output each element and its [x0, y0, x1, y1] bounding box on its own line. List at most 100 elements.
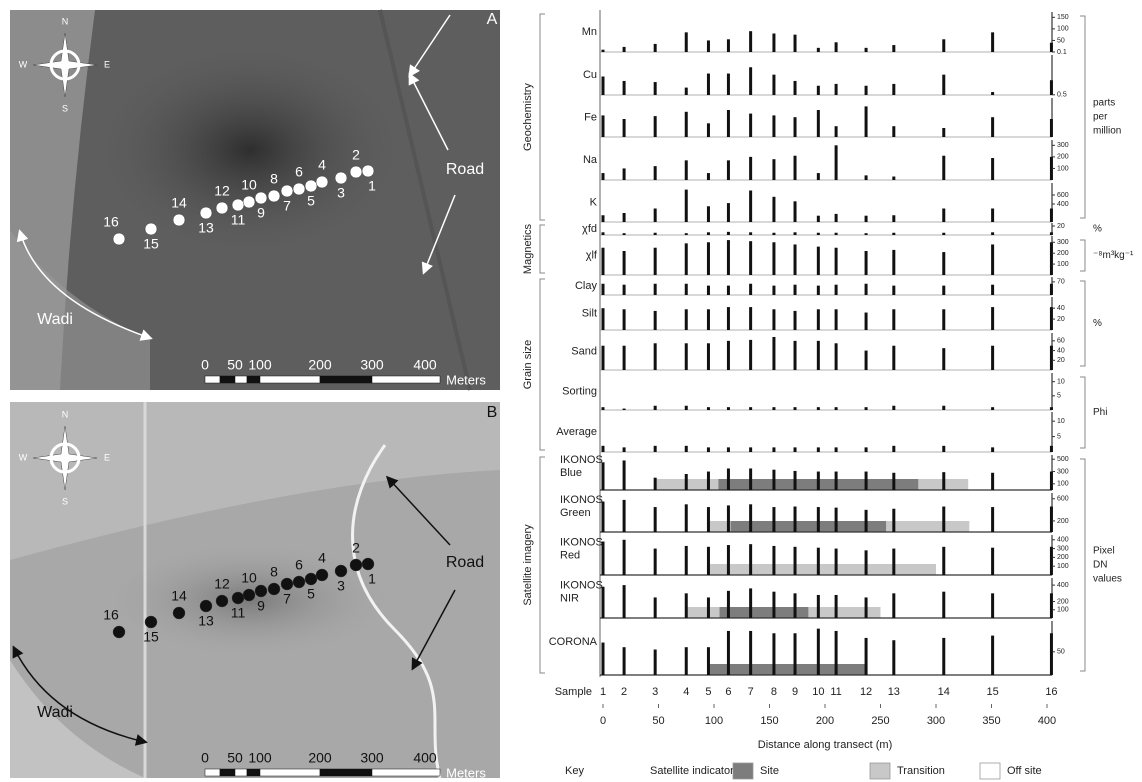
bar — [727, 447, 730, 452]
bar — [623, 460, 626, 490]
bar — [794, 285, 797, 295]
bar — [727, 341, 730, 370]
wadi-label: Wadi — [37, 311, 73, 328]
bar — [942, 592, 945, 618]
bar — [772, 34, 775, 53]
figure: ARoadWadiNSEW050100200300400Meters123456… — [0, 0, 1142, 782]
x-tick-label: 0 — [600, 715, 606, 727]
sample-label: 2 — [352, 540, 360, 556]
scale-segment — [320, 769, 372, 776]
bar — [707, 123, 710, 137]
compass-label: E — [104, 59, 110, 69]
bar — [991, 636, 994, 675]
bar — [942, 75, 945, 95]
unit-label: million — [1093, 126, 1121, 137]
compass-label: S — [62, 496, 68, 506]
bar — [685, 343, 688, 370]
scale-segment — [235, 769, 247, 776]
bar — [794, 201, 797, 222]
y-tick-label: 300 — [1057, 142, 1069, 149]
bar — [835, 145, 838, 180]
bar — [707, 647, 710, 675]
bar — [772, 115, 775, 137]
bar — [991, 407, 994, 410]
track-name: IKONOS — [560, 579, 603, 591]
sample-label: 16 — [103, 214, 119, 230]
bar — [865, 447, 868, 452]
x-tick-label: 200 — [816, 715, 834, 727]
bar — [623, 500, 626, 532]
sample-number: 5 — [705, 686, 711, 698]
sample-label: 9 — [257, 205, 265, 221]
track-name: Blue — [560, 467, 582, 479]
bar — [892, 593, 895, 618]
scale-label: 100 — [248, 357, 272, 373]
y-tick-label: 200 — [1057, 518, 1069, 525]
bar — [623, 309, 626, 330]
scale-segment — [220, 376, 235, 383]
bar — [794, 407, 797, 410]
x-tick-label: 100 — [705, 715, 723, 727]
track-name: Green — [560, 507, 591, 519]
group-label: Geochemistry — [522, 83, 534, 151]
bar — [685, 88, 688, 95]
bar — [685, 593, 688, 618]
bar — [685, 32, 688, 52]
scale-label: 300 — [360, 750, 384, 766]
bar — [654, 549, 657, 575]
bar — [602, 502, 605, 532]
bar — [865, 251, 868, 275]
bar — [892, 309, 895, 330]
bar — [794, 593, 797, 618]
unit-bracket — [1080, 459, 1085, 671]
bar — [685, 233, 688, 235]
bar — [794, 117, 797, 137]
bar — [1050, 507, 1053, 532]
sample-dot — [232, 592, 244, 604]
unit-bracket — [1080, 281, 1085, 366]
bar — [654, 116, 657, 137]
bar — [865, 550, 868, 575]
sample-dot — [335, 172, 347, 184]
bar — [685, 160, 688, 180]
bar — [749, 407, 752, 410]
y-tick-label: 150 — [1057, 14, 1069, 21]
bar — [749, 241, 752, 275]
sample-dot — [145, 616, 157, 628]
bar — [991, 346, 994, 370]
bar — [772, 592, 775, 618]
y-tick-label: 100 — [1057, 607, 1069, 614]
scale-label: 50 — [227, 750, 243, 766]
scale-segment — [372, 376, 440, 383]
y-tick-label: 300 — [1057, 545, 1069, 552]
sample-label: 7 — [283, 591, 291, 607]
bar — [685, 446, 688, 452]
site-band — [708, 664, 866, 675]
unit-label: values — [1093, 574, 1122, 585]
sample-dot — [268, 583, 280, 595]
bar — [817, 548, 820, 575]
bar — [623, 285, 626, 295]
group-label: Magnetics — [522, 223, 534, 274]
bar — [865, 472, 868, 490]
sample-number: 7 — [748, 686, 754, 698]
bar — [892, 640, 895, 675]
bar — [685, 406, 688, 410]
bar — [892, 177, 895, 180]
y-tick-label: 400 — [1057, 582, 1069, 589]
bar — [835, 309, 838, 330]
y-tick-label: 100 — [1057, 26, 1069, 33]
bar — [727, 39, 730, 52]
y-tick-label: 200 — [1057, 598, 1069, 605]
sample-dot — [268, 190, 280, 202]
unit-label: Pixel — [1093, 546, 1115, 557]
track-name: CORONA — [549, 636, 598, 648]
bar — [749, 284, 752, 295]
sample-number: 8 — [771, 686, 777, 698]
sample-label: 4 — [318, 550, 326, 566]
key-item: Transition — [897, 765, 945, 777]
transition-band — [708, 564, 936, 575]
unit-label: % — [1093, 224, 1102, 235]
group-bracket — [540, 14, 545, 220]
bar — [991, 307, 994, 330]
